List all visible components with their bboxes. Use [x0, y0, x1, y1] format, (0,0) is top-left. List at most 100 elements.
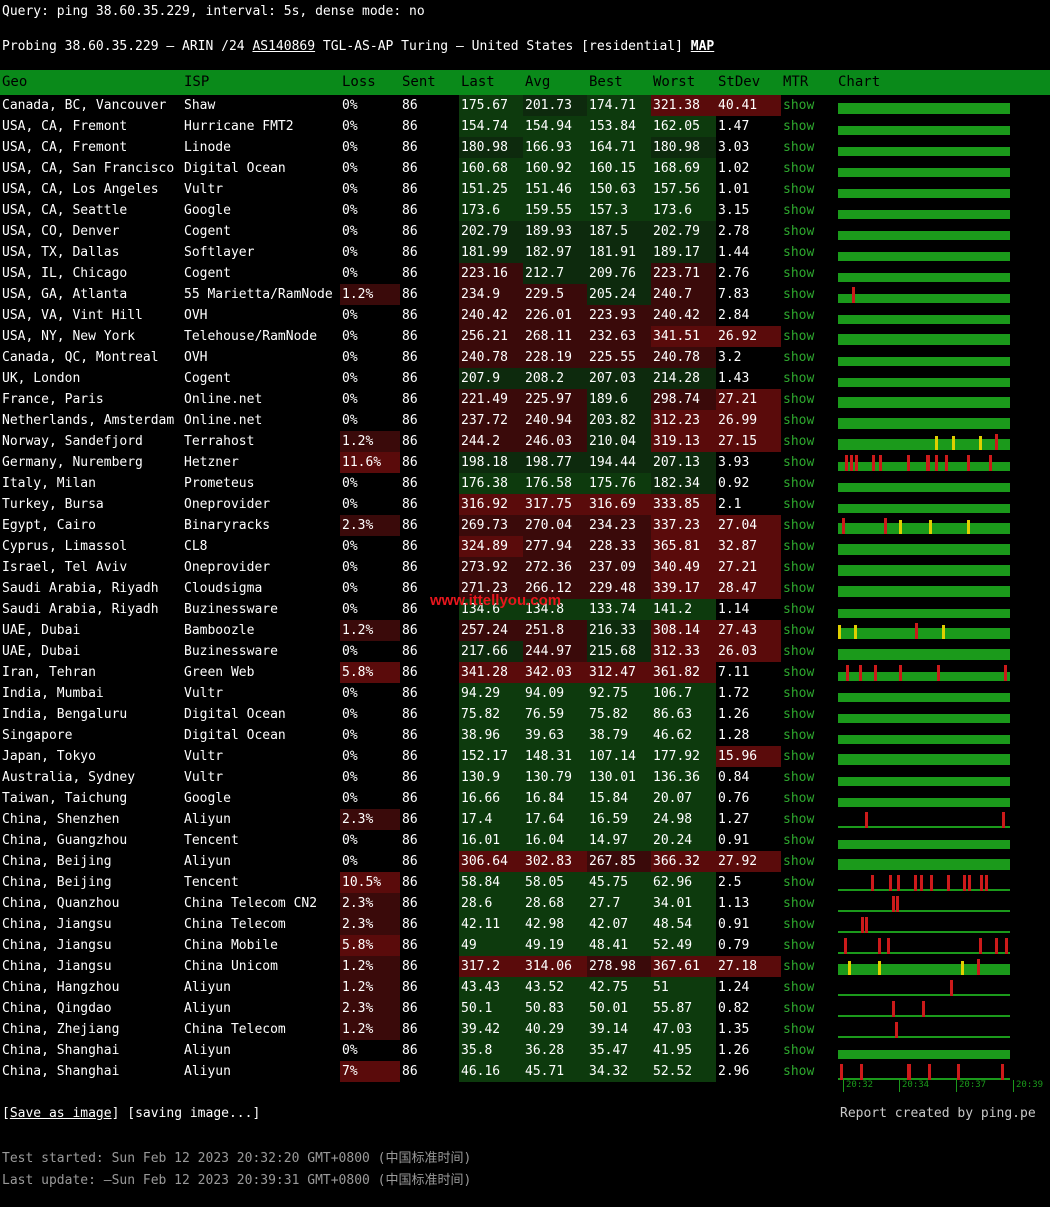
cell-mtr: show: [781, 620, 836, 641]
loss-spike: [899, 664, 902, 681]
mtr-show-link[interactable]: show: [783, 539, 815, 554]
col-best[interactable]: Best: [587, 70, 651, 95]
mtr-show-link[interactable]: show: [783, 1043, 815, 1058]
col-mtr[interactable]: MTR: [781, 70, 836, 95]
mtr-show-link[interactable]: show: [783, 245, 815, 260]
mtr-show-link[interactable]: show: [783, 413, 815, 428]
mtr-show-link[interactable]: show: [783, 140, 815, 155]
cell-mtr: show: [781, 431, 836, 452]
mtr-show-link[interactable]: show: [783, 749, 815, 764]
cell-sent: 86: [402, 413, 418, 428]
mtr-show-link[interactable]: show: [783, 287, 815, 302]
mtr-show-link[interactable]: show: [783, 224, 815, 239]
cell-avg: 201.73: [523, 94, 587, 116]
mtr-show-link[interactable]: show: [783, 182, 815, 197]
cell-geo: UK, London: [2, 371, 81, 386]
cell-loss: 0%: [342, 686, 358, 701]
mtr-show-link[interactable]: show: [783, 350, 815, 365]
cell-loss: 0%: [342, 1043, 358, 1058]
mtr-show-link[interactable]: show: [783, 938, 815, 953]
table-row: China, Guangzhou Tencent 0% 86 16.01 16.04 14.…: [0, 830, 1050, 851]
loss-spike: [920, 874, 923, 891]
mtr-show-link[interactable]: show: [783, 623, 815, 638]
col-geo[interactable]: Geo: [0, 70, 182, 95]
watermark: www.ittellyou.com: [430, 592, 562, 609]
mtr-show-link[interactable]: show: [783, 854, 815, 869]
mtr-show-link[interactable]: show: [783, 1022, 815, 1037]
col-worst[interactable]: Worst: [651, 70, 716, 95]
cell-sent: 86: [402, 518, 418, 533]
mtr-show-link[interactable]: show: [783, 266, 815, 281]
mtr-show-link[interactable]: show: [783, 644, 815, 659]
mtr-show-link[interactable]: show: [783, 455, 815, 470]
mtr-show-link[interactable]: show: [783, 371, 815, 386]
cell-chart: [836, 1019, 1050, 1040]
col-avg[interactable]: Avg: [523, 70, 587, 95]
mtr-show-link[interactable]: show: [783, 434, 815, 449]
mtr-show-link[interactable]: show: [783, 665, 815, 680]
cell-worst: 136.36: [651, 767, 716, 788]
mtr-show-link[interactable]: show: [783, 329, 815, 344]
cell-sent: 86: [402, 329, 418, 344]
col-last[interactable]: Last: [459, 70, 523, 95]
cell-best: 48.41: [587, 935, 651, 956]
mtr-show-link[interactable]: show: [783, 560, 815, 575]
cell-last: 28.6: [459, 893, 523, 914]
cell-isp: Tencent: [184, 875, 239, 890]
cell-stdev: 1.47: [718, 119, 750, 134]
mtr-show-link[interactable]: show: [783, 518, 815, 533]
mtr-show-link[interactable]: show: [783, 98, 815, 113]
mtr-show-link[interactable]: show: [783, 875, 815, 890]
probe-prefix: Probing 38.60.35.229 — ARIN /24: [2, 39, 253, 54]
cell-sent: 86: [402, 1022, 418, 1037]
cell-worst: 41.95: [651, 1040, 716, 1061]
cell-chart: [836, 788, 1050, 809]
mtr-show-link[interactable]: show: [783, 728, 815, 743]
mtr-show-link[interactable]: show: [783, 476, 815, 491]
mtr-show-link[interactable]: show: [783, 581, 815, 596]
mtr-show-link[interactable]: show: [783, 119, 815, 134]
cell-mtr: show: [781, 389, 836, 410]
cell-worst: 312.33: [651, 641, 716, 662]
mtr-show-link[interactable]: show: [783, 770, 815, 785]
latency-sparkline: [838, 874, 1010, 891]
cell-worst: 365.81: [651, 536, 716, 557]
col-isp[interactable]: ISP: [182, 70, 340, 95]
mtr-show-link[interactable]: show: [783, 203, 815, 218]
cell-geo: China, Jiangsu: [2, 917, 112, 932]
cell-loss: 0%: [342, 119, 358, 134]
mtr-show-link[interactable]: show: [783, 812, 815, 827]
mtr-show-link[interactable]: show: [783, 707, 815, 722]
mtr-show-link[interactable]: show: [783, 686, 815, 701]
mtr-show-link[interactable]: show: [783, 602, 815, 617]
cell-geo: China, Shenzhen: [2, 812, 120, 827]
mtr-show-link[interactable]: show: [783, 308, 815, 323]
cell-stdev: 27.43: [716, 620, 781, 641]
mtr-show-link[interactable]: show: [783, 896, 815, 911]
mtr-show-link[interactable]: show: [783, 791, 815, 806]
cell-isp: 55 Marietta/RamNode: [184, 287, 333, 302]
mtr-show-link[interactable]: show: [783, 392, 815, 407]
loss-spike: [1002, 811, 1005, 828]
col-loss[interactable]: Loss: [340, 70, 400, 95]
mtr-show-link[interactable]: show: [783, 959, 815, 974]
mtr-show-link[interactable]: show: [783, 1064, 815, 1079]
mtr-show-link[interactable]: show: [783, 833, 815, 848]
mtr-show-link[interactable]: show: [783, 980, 815, 995]
mtr-show-link[interactable]: show: [783, 161, 815, 176]
table-row: Egypt, Cairo Binaryracks 2.3% 86 269.73 270.0…: [0, 515, 1050, 536]
latency-sparkline: [838, 329, 1010, 345]
save-as-image-link[interactable]: Save as image: [9, 1106, 112, 1121]
latency-sparkline: [838, 245, 1010, 261]
latency-sparkline: [838, 371, 1010, 387]
mtr-show-link[interactable]: show: [783, 1001, 815, 1016]
mtr-show-link[interactable]: show: [783, 917, 815, 932]
asn-link[interactable]: AS140869: [252, 39, 316, 54]
mtr-show-link[interactable]: show: [783, 497, 815, 512]
col-stdev[interactable]: StDev: [716, 70, 781, 95]
cell-mtr: show: [781, 221, 836, 242]
cell-loss: 0%: [342, 413, 358, 428]
cell-avg: 50.83: [523, 998, 587, 1019]
col-sent[interactable]: Sent: [400, 70, 459, 95]
map-link[interactable]: MAP: [690, 39, 715, 54]
